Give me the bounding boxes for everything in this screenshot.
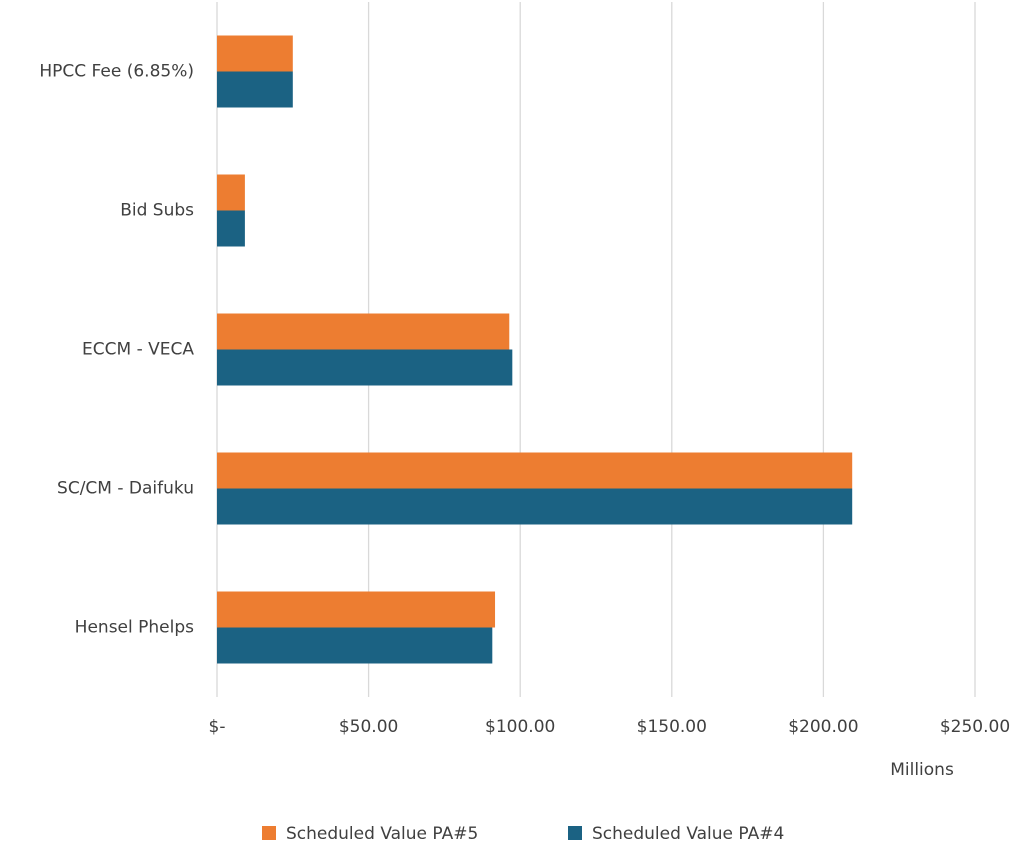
x-tick-label: $100.00 (485, 717, 555, 737)
y-tick-label: SC/CM - Daifuku (57, 479, 194, 499)
y-tick-label: HPCC Fee (6.85%) (39, 62, 194, 82)
bar (217, 35, 293, 72)
bar (217, 71, 293, 108)
bar (217, 591, 496, 628)
bar (217, 488, 853, 525)
bar (217, 349, 513, 386)
y-tick-label: Bid Subs (120, 201, 194, 221)
x-tick-label: $250.00 (940, 717, 1010, 737)
x-tick-label: $200.00 (788, 717, 858, 737)
x-tick-label: $- (209, 717, 226, 737)
bar (217, 210, 245, 247)
y-tick-label: Hensel Phelps (75, 618, 194, 638)
x-tick-label: $50.00 (339, 717, 398, 737)
x-axis-label: Millions (890, 760, 954, 780)
bar (217, 627, 493, 664)
bar (217, 174, 245, 211)
legend-swatch (568, 826, 582, 840)
bar (217, 452, 853, 489)
legend-label: Scheduled Value PA#4 (592, 824, 784, 844)
x-tick-label: $150.00 (637, 717, 707, 737)
bar (217, 313, 510, 350)
legend-swatch (262, 826, 276, 840)
y-tick-label: ECCM - VECA (82, 340, 194, 360)
legend-label: Scheduled Value PA#5 (286, 824, 478, 844)
